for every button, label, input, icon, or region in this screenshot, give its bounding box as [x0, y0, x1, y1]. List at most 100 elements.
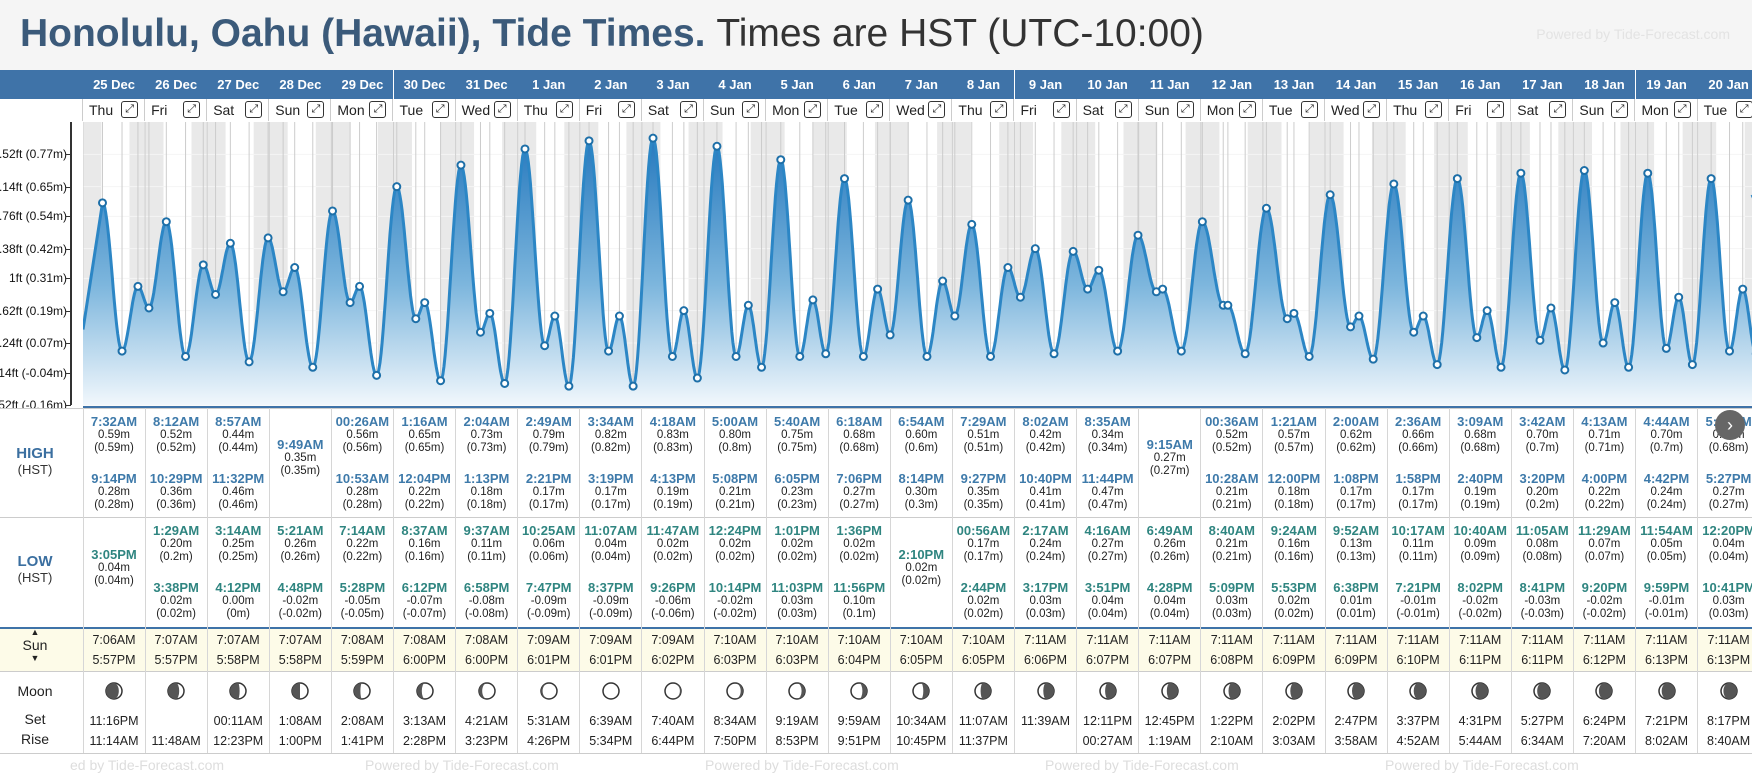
high-tide-cell: 4:44AM 0.70m (0.7m) 4:42PM 0.24m (0.24m): [1636, 415, 1698, 516]
tide-time: 8:35AM: [1084, 414, 1131, 429]
low-tide-entry: 9:20PM -0.02m (-0.02m): [1573, 581, 1635, 621]
expand-day-icon[interactable]: ⤢: [990, 101, 1008, 118]
expand-day-icon[interactable]: ⤢: [245, 101, 263, 118]
next-arrow-icon[interactable]: ›: [1715, 410, 1745, 440]
night-band: [1185, 122, 1201, 405]
tide-time: 11:56PM: [833, 580, 886, 595]
expand-day-icon[interactable]: ⤢: [866, 101, 884, 118]
high-tide-entry: 4:13AM 0.71m (0.71m): [1573, 415, 1635, 455]
tide-height: (0.05m): [1646, 551, 1687, 563]
tide-time: 1:01PM: [774, 523, 820, 538]
tide-height: 0.19m: [656, 486, 689, 498]
night-band: [704, 122, 723, 405]
expand-day-icon[interactable]: ⤢: [1114, 101, 1132, 118]
weekday-cell: Thu ⤢: [517, 99, 580, 121]
tide-height: (0.09m): [1460, 551, 1500, 563]
moon-phase-icon: [1449, 681, 1511, 706]
column-separator: [951, 408, 953, 753]
expand-day-icon[interactable]: ⤢: [369, 101, 387, 118]
low-tide-point: [757, 362, 767, 372]
expand-day-icon[interactable]: ⤢: [183, 101, 201, 118]
weekday-cell: Mon ⤢: [1200, 99, 1263, 121]
y-tick: [66, 310, 71, 312]
tide-time: 2:04AM: [463, 414, 510, 429]
tide-height: (0.02m): [901, 575, 942, 587]
tide-height: -0.01m: [1400, 595, 1436, 607]
tide-height: (0.35m): [280, 465, 321, 477]
expand-day-icon[interactable]: ⤢: [1238, 101, 1256, 118]
moonset-time: 7:40AM: [651, 714, 695, 728]
tide-height: (0.36m): [156, 499, 196, 511]
expand-day-icon[interactable]: ⤢: [1052, 101, 1070, 118]
expand-day-icon[interactable]: ⤢: [679, 101, 697, 118]
low-tide-entry: 7:47PM -0.09m (-0.09m): [518, 581, 580, 621]
expand-day-icon[interactable]: ⤢: [555, 101, 573, 118]
sunset-time: 5:58PM: [278, 653, 322, 667]
expand-day-icon[interactable]: ⤢: [307, 101, 325, 118]
expand-day-icon[interactable]: ⤢: [1176, 101, 1194, 118]
low-tide-cell: 3:05PM 0.04m (0.04m): [83, 548, 145, 592]
tide-height: (0.28m): [342, 499, 383, 511]
tide-time: 11:44PM: [1081, 471, 1134, 486]
tide-height: (0.02m): [777, 551, 817, 563]
expand-day-icon[interactable]: ⤢: [1549, 101, 1567, 118]
expand-day-icon[interactable]: ⤢: [742, 101, 760, 118]
expand-day-icon[interactable]: ⤢: [121, 101, 139, 118]
high-tide-entry: 2:00AM 0.62m (0.62m): [1325, 415, 1387, 455]
tide-time: 7:29AM: [960, 414, 1007, 429]
night-band: [1076, 122, 1096, 405]
low-tide-entry: 4:16AM 0.27m (0.27m): [1077, 524, 1139, 564]
low-tide-point: [345, 298, 355, 308]
tide-height: -0.08m: [468, 595, 505, 607]
expand-day-icon[interactable]: ⤢: [617, 101, 635, 118]
low-tide-entry: 5:21AM 0.26m (0.26m): [269, 524, 331, 564]
tide-height: (0.73m): [466, 442, 507, 454]
tide-time: 9:24AM: [1270, 523, 1318, 538]
night-band: [393, 122, 412, 405]
expand-day-icon[interactable]: ⤢: [1300, 101, 1318, 118]
expand-day-icon[interactable]: ⤢: [1425, 101, 1443, 118]
tide-time: 4:00PM: [1581, 471, 1628, 486]
watermark: Powered by Tide-Forecast.com: [365, 757, 559, 773]
tide-height: (0.17m): [1336, 499, 1376, 511]
moonset-time: 4:31PM: [1458, 714, 1502, 728]
tide-time: 7:21PM: [1395, 580, 1441, 595]
sunset-time: 6:05PM: [899, 653, 943, 667]
high-tide-cell: 6:54AM 0.60m (0.6m) 8:14PM 0.30m (0.3m): [890, 415, 952, 516]
expand-day-icon[interactable]: ⤢: [1611, 101, 1629, 118]
low-tide-cell: 3:14AM 0.25m (0.25m) 4:12PM 0.00m (0m): [207, 524, 269, 625]
tide-height: (0.11m): [1398, 551, 1438, 563]
date-header: 20 Jan: [1697, 70, 1752, 99]
date-header: 14 Jan: [1325, 70, 1388, 99]
expand-day-icon[interactable]: ⤢: [1487, 101, 1505, 118]
high-tide-cell: 8:35AM 0.34m (0.34m) 11:44PM 0.47m (0.47m): [1077, 415, 1139, 516]
date-header: 31 Dec: [455, 70, 518, 99]
moon-phase-icon: [1201, 681, 1263, 706]
expand-day-icon[interactable]: ⤢: [928, 101, 946, 118]
tide-height: (0.42m): [1025, 442, 1066, 454]
low-tide-entry: 4:28PM 0.04m (0.04m): [1139, 581, 1201, 621]
expand-day-icon[interactable]: ⤢: [431, 101, 449, 118]
expand-day-icon[interactable]: ⤢: [1363, 101, 1381, 118]
y-tick-label: 2.52ft (0.77m): [0, 147, 67, 162]
tide-height: (0.04m): [1708, 551, 1749, 563]
expand-day-icon[interactable]: ⤢: [1673, 101, 1691, 118]
tide-height: (-0.07m): [402, 608, 447, 620]
moon-phase-icon: [766, 681, 828, 706]
tide-time: 12:00PM: [1267, 471, 1321, 486]
night-band: [1309, 122, 1325, 405]
header-corner-weekday: [0, 99, 83, 121]
sunrise-time: 7:07AM: [216, 633, 260, 647]
y-tick: [66, 216, 71, 218]
tide-height: 0.21m: [719, 486, 751, 498]
expand-day-icon[interactable]: ⤢: [493, 101, 511, 118]
tide-height: (0.51m): [963, 442, 1004, 454]
tide-height: -0.02m: [1586, 595, 1623, 607]
tide-time: 6:12PM: [401, 580, 448, 595]
expand-day-icon[interactable]: ⤢: [1735, 101, 1752, 118]
high-tide-point: [1738, 284, 1748, 294]
moonrise-time: 7:20AM: [1582, 734, 1626, 748]
high-tide-cell: 4:18AM 0.83m (0.83m) 4:13PM 0.19m (0.19m): [642, 415, 704, 516]
expand-day-icon[interactable]: ⤢: [804, 101, 822, 118]
moon-phase-icon: [1139, 681, 1201, 706]
